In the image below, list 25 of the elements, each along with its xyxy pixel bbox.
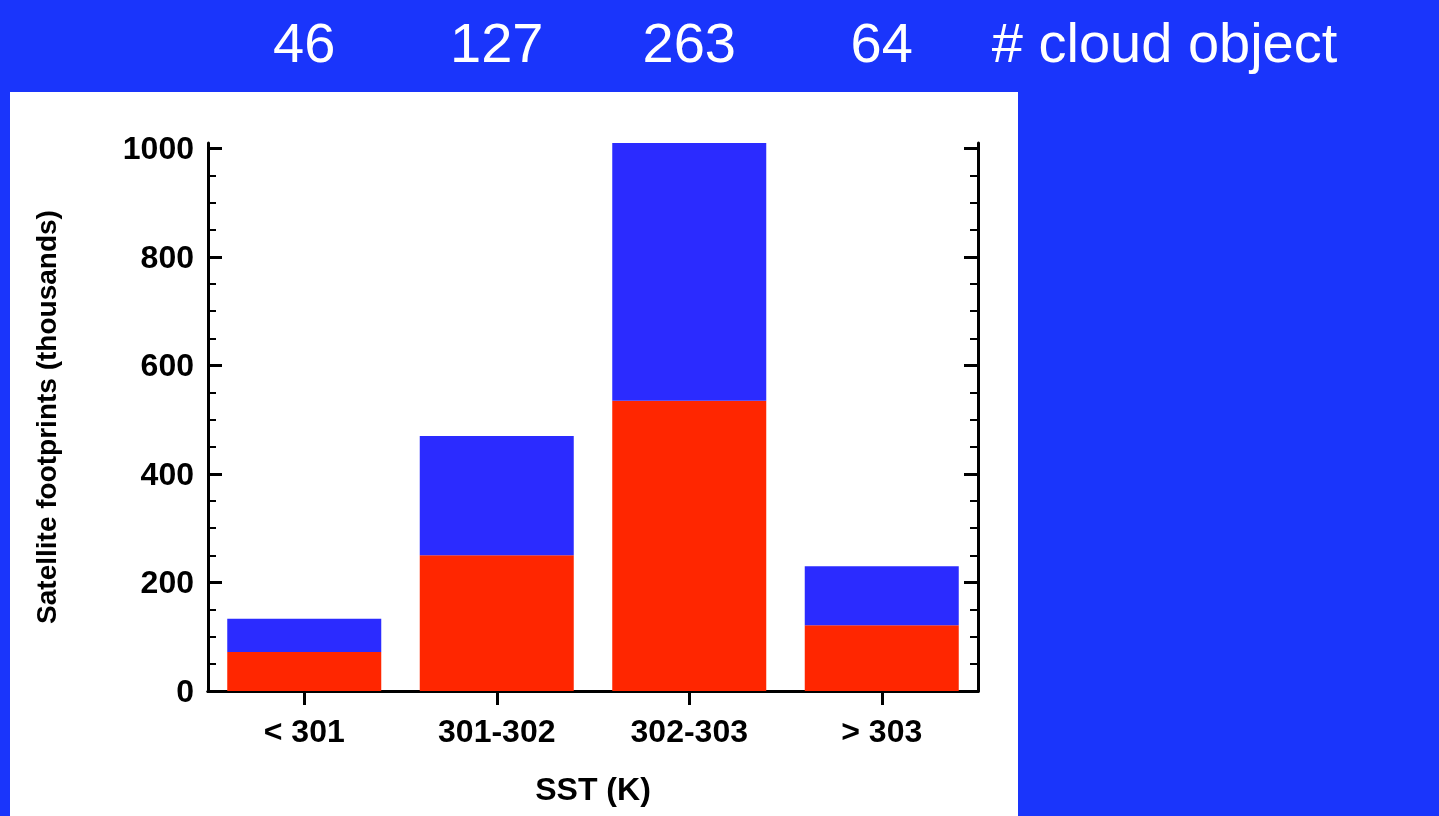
y-tick-label: 600 — [140, 347, 194, 384]
x-tick-label: > 303 — [841, 713, 923, 749]
text: 64 — [850, 10, 913, 74]
y-tick-label: 400 — [140, 455, 194, 492]
bar — [227, 651, 382, 691]
bar — [419, 435, 574, 556]
text: 127 — [450, 10, 544, 74]
y-tick-label: 800 — [140, 238, 194, 275]
text: 46 — [273, 10, 336, 74]
y-tick-label: 1000 — [122, 130, 194, 167]
bar — [612, 143, 767, 401]
y-tick-label: 0 — [176, 673, 194, 709]
bar — [612, 400, 767, 691]
text: 263 — [642, 10, 736, 74]
y-axis-title: Satellite footprints (thousands) — [30, 210, 62, 624]
bar — [227, 618, 382, 652]
x-tick-label: 302-303 — [630, 713, 748, 749]
x-tick-label: < 301 — [263, 713, 345, 749]
y-tick-label: 200 — [140, 564, 194, 601]
bar — [419, 555, 574, 691]
bar — [804, 566, 959, 626]
text: # cloud object — [991, 10, 1338, 74]
bar — [804, 625, 959, 691]
x-tick-label: 301-302 — [438, 713, 556, 749]
x-axis-title: SST (K) — [535, 771, 651, 807]
